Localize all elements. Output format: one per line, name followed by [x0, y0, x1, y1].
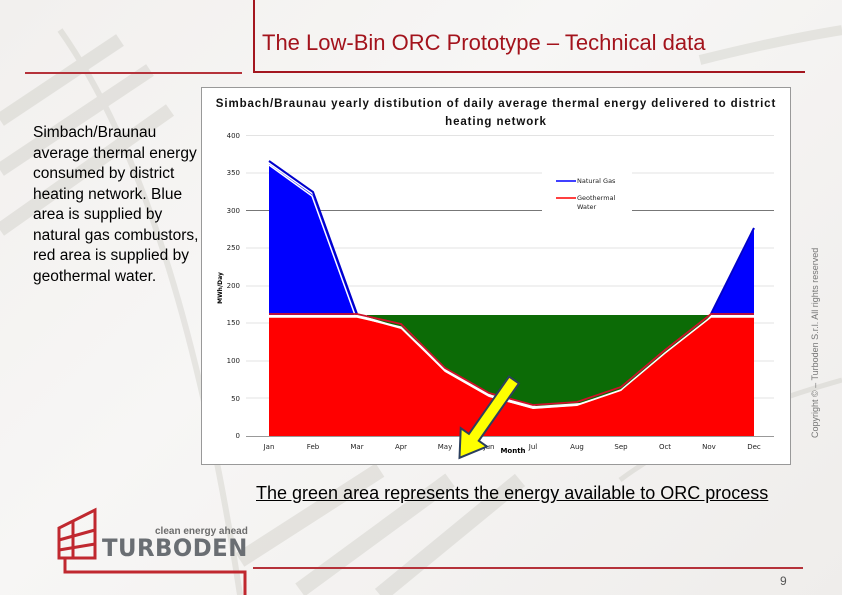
svg-text:Oct: Oct	[659, 443, 671, 451]
geothermal-area	[269, 317, 754, 436]
natural-gas-area	[269, 164, 357, 315]
area-chart: 0 50 100 150 200 250 300 350 400 MWh/Day…	[217, 132, 774, 460]
svg-text:0: 0	[236, 432, 240, 440]
slide-title: The Low-Bin ORC Prototype – Technical da…	[262, 30, 706, 55]
top-divider	[25, 72, 242, 74]
conclusion-text: The green area represents the energy ava…	[256, 483, 769, 503]
y-axis-label: MWh/Day	[217, 272, 224, 304]
svg-text:Dec: Dec	[747, 443, 761, 451]
chart-container: 0 50 100 150 200 250 300 350 400 MWh/Day…	[201, 87, 791, 465]
bottom-divider	[253, 567, 803, 569]
svg-text:Water: Water	[577, 203, 597, 211]
svg-text:Aug: Aug	[570, 443, 584, 451]
svg-text:Jul: Jul	[528, 443, 538, 451]
logo-tagline: clean energy ahead	[155, 526, 248, 537]
svg-text:Sep: Sep	[614, 443, 628, 451]
svg-text:400: 400	[227, 132, 240, 140]
x-axis-label: Month	[500, 447, 525, 455]
svg-text:Jan: Jan	[263, 443, 275, 451]
page-number: 9	[780, 574, 787, 588]
description-text: Simbach/Braunau average thermal energy c…	[33, 124, 199, 285]
svg-text:Natural Gas: Natural Gas	[577, 177, 616, 185]
svg-text:100: 100	[227, 357, 240, 365]
chart-title: Simbach/Braunau yearly distibution of da…	[215, 98, 777, 128]
svg-text:Mar: Mar	[350, 443, 363, 451]
svg-text:200: 200	[227, 282, 240, 290]
svg-text:May: May	[438, 443, 452, 451]
legend: Natural Gas Geothermal Water	[542, 170, 632, 216]
y-axis: 0 50 100 150 200 250 300 350 400	[227, 132, 240, 440]
logo-name: TURBODEN	[102, 534, 248, 562]
x-axis: Jan Feb Mar Apr May Jun Jul Aug Sep Oct Nov Dec	[263, 443, 761, 451]
svg-text:350: 350	[227, 169, 240, 177]
svg-text:150: 150	[227, 319, 240, 327]
svg-text:Jun: Jun	[483, 443, 495, 451]
svg-text:Geothermal: Geothermal	[577, 194, 616, 202]
copyright-notice: Copyright © – Turboden S.r.l. All rights…	[810, 247, 820, 438]
svg-text:Feb: Feb	[307, 443, 320, 451]
arrow-icon	[458, 375, 521, 460]
turboden-logo-icon	[57, 507, 247, 595]
title-frame	[253, 0, 805, 73]
svg-text:300: 300	[227, 207, 240, 215]
svg-text:250: 250	[227, 244, 240, 252]
svg-text:Apr: Apr	[395, 443, 407, 451]
svg-text:Nov: Nov	[702, 443, 716, 451]
svg-text:50: 50	[231, 395, 240, 403]
